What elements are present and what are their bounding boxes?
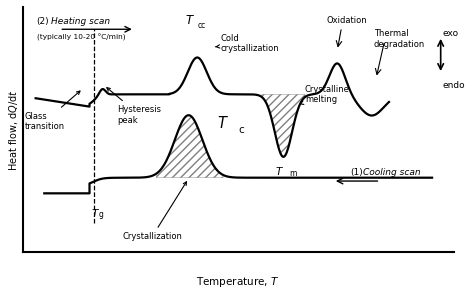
Text: cc: cc <box>198 21 206 30</box>
Text: Oxidation: Oxidation <box>327 16 367 25</box>
Text: Cold
crystallization: Cold crystallization <box>215 34 280 53</box>
Text: Temperature, $T$: Temperature, $T$ <box>197 275 280 289</box>
Text: $T$: $T$ <box>275 166 284 177</box>
Text: Crystalline
melting: Crystalline melting <box>300 85 350 104</box>
Text: $T$: $T$ <box>91 207 100 219</box>
Text: Cooling scan: Cooling scan <box>363 168 421 177</box>
Text: c: c <box>238 125 244 135</box>
Text: Hysteresis
peak: Hysteresis peak <box>107 88 162 125</box>
Text: endo: endo <box>443 81 465 90</box>
Text: m: m <box>289 169 296 178</box>
Text: (typically 10-20 °C/min): (typically 10-20 °C/min) <box>36 34 125 41</box>
Text: (1): (1) <box>350 168 363 177</box>
Text: Glass
transition: Glass transition <box>25 91 80 131</box>
Text: g: g <box>99 210 103 219</box>
Text: exo: exo <box>443 29 459 38</box>
Text: Thermal
degradation: Thermal degradation <box>374 29 425 49</box>
Y-axis label: Heat flow, d$Q$/d$t$: Heat flow, d$Q$/d$t$ <box>7 89 20 171</box>
Text: $T$: $T$ <box>217 115 229 131</box>
Text: Heating scan: Heating scan <box>51 17 110 26</box>
Text: (2): (2) <box>36 17 49 26</box>
Text: $T$: $T$ <box>185 14 195 27</box>
Text: Crystallization: Crystallization <box>122 182 186 241</box>
